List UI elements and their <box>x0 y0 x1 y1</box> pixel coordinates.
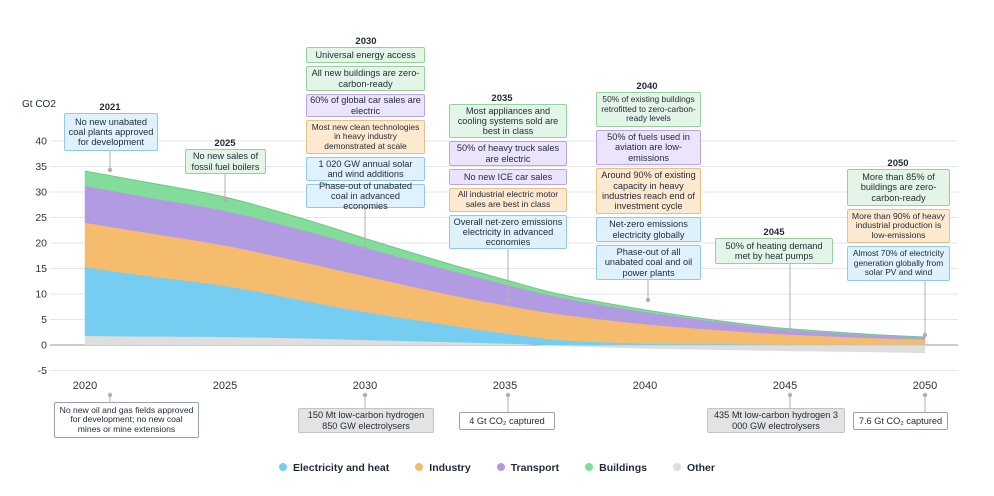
milestone-2030-industry: Most new clean technologies in heavy ind… <box>306 120 425 154</box>
milestone-2040-electricity: Net-zero emissions electricity globally <box>596 217 701 242</box>
bottom-leader-dot <box>107 392 113 398</box>
x-tick-label: 2035 <box>493 380 517 392</box>
x-tick-label: 2040 <box>633 380 657 392</box>
y-tick-label: 20 <box>35 238 47 250</box>
leader-dot <box>787 327 793 333</box>
y-tick-label: -5 <box>38 365 47 377</box>
bottom-leader-dot <box>787 392 793 398</box>
leader-dot <box>107 167 113 173</box>
milestone-2050-solar-wind: Almost 70% of electricity generation glo… <box>847 246 950 281</box>
y-tick-label: 10 <box>35 289 47 301</box>
milestone-2040-aviation: 50% of fuels used in aviation are low-em… <box>596 130 701 165</box>
legend-dot-buildings <box>585 463 594 472</box>
milestone-2035-motors: All industrial electric motor sales are … <box>449 188 567 212</box>
legend-label-transport: Transport <box>510 462 560 474</box>
legend-dot-transport <box>496 463 505 472</box>
milestone-year-2050: 2050 <box>887 158 909 169</box>
legend-transport: Transport <box>496 462 560 474</box>
y-tick-label: 5 <box>41 314 47 326</box>
bottom-2050-capture: 7.6 Gt CO₂ captured <box>853 412 948 430</box>
y-tick-label: 25 <box>35 212 47 224</box>
bottom-2045-hydrogen: 435 Mt low-carbon hydrogen 3 000 GW elec… <box>707 408 845 433</box>
legend-industry: Industry <box>415 462 471 474</box>
legend-label-industry: Industry <box>429 462 471 474</box>
y-axis-label: Gt CO2 <box>22 99 56 110</box>
milestone-year-2040: 2040 <box>636 81 658 92</box>
bottom-leader-dot <box>922 392 928 398</box>
x-tick-label: 2030 <box>353 380 377 392</box>
milestone-2050-buildings: More than 85% of buildings are zero-carb… <box>847 169 950 206</box>
bottom-leader-dot <box>362 392 368 398</box>
y-tick-label: 35 <box>35 161 47 173</box>
legend-dot-electricity <box>278 463 287 472</box>
x-tick-label: 2020 <box>73 380 97 392</box>
x-tick-label: 2045 <box>773 380 797 392</box>
milestone-year-2025: 2025 <box>214 138 236 149</box>
milestone-2035-electricity: Overall net-zero emissions electricity i… <box>449 215 567 249</box>
x-tick-label: 2050 <box>913 380 937 392</box>
milestone-2035-ice: No new ICE car sales <box>449 169 567 185</box>
milestone-2030-buildings: All new buildings are zero-carbon-ready <box>306 66 425 91</box>
milestone-year-2035: 2035 <box>491 93 513 104</box>
legend-electricity: Electricity and heat <box>278 462 390 474</box>
y-tick-label: 15 <box>35 263 47 275</box>
leader-dot <box>362 245 368 251</box>
milestone-2021-coal: No new unabated coal plants approved for… <box>64 113 158 151</box>
bottom-2020-fossil-supply: No new oil and gas fields approved for d… <box>54 402 199 438</box>
leader-dot <box>505 297 511 303</box>
milestone-2030-access: Universal energy access <box>306 47 425 63</box>
bottom-2030-hydrogen: 150 Mt low-carbon hydrogen 850 GW electr… <box>298 408 434 433</box>
milestone-2030-coal-phaseout: Phase-out of unabated coal in advanced e… <box>306 181 425 211</box>
legend-label-other: Other <box>686 462 715 474</box>
milestone-2040-heavy-industry: Around 90% of existing capacity in heavy… <box>596 168 701 214</box>
milestone-2050-industry: More than 90% of heavy industrial produc… <box>847 209 950 243</box>
y-tick-label: 40 <box>35 136 47 148</box>
milestone-2045-heat-pumps: 50% of heating demand met by heat pumps <box>715 238 833 264</box>
legend-buildings: Buildings <box>585 462 647 474</box>
legend-label-buildings: Buildings <box>599 462 647 474</box>
legend-other: Other <box>672 462 715 474</box>
y-tick-label: 0 <box>41 340 47 352</box>
milestone-2035-appliances: Most appliances and cooling systems sold… <box>449 104 567 138</box>
milestone-2025-boilers: No new sales of fossil fuel boilers <box>185 149 266 174</box>
leader-dot <box>222 197 228 203</box>
legend-label-electricity: Electricity and heat <box>292 462 390 474</box>
milestone-2030-cars: 60% of global car sales are electric <box>306 94 425 117</box>
x-tick-label: 2025 <box>213 380 237 392</box>
milestone-2040-phaseout: Phase-out of all unabated coal and oil p… <box>596 245 701 280</box>
chart-legend: Electricity and heat Industry Transport … <box>0 462 994 474</box>
milestone-year-2030: 2030 <box>355 36 377 47</box>
milestone-2040-retrofit: 50% of existing buildings retrofitted to… <box>596 92 701 127</box>
milestone-2030-solar-wind: 1 020 GW annual solar and wind additions <box>306 157 425 181</box>
bottom-2035-capture: 4 Gt CO₂ captured <box>459 412 555 430</box>
legend-dot-other <box>672 463 681 472</box>
y-tick-label: 30 <box>35 187 47 199</box>
bottom-leader-dot <box>505 392 511 398</box>
leader-dot <box>922 332 928 338</box>
area-other <box>85 335 925 354</box>
legend-dot-industry <box>415 463 424 472</box>
milestone-2035-trucks: 50% of heavy truck sales are electric <box>449 141 567 166</box>
milestone-year-2021: 2021 <box>99 102 121 113</box>
leader-dot <box>645 297 651 303</box>
milestone-year-2045: 2045 <box>763 227 785 238</box>
